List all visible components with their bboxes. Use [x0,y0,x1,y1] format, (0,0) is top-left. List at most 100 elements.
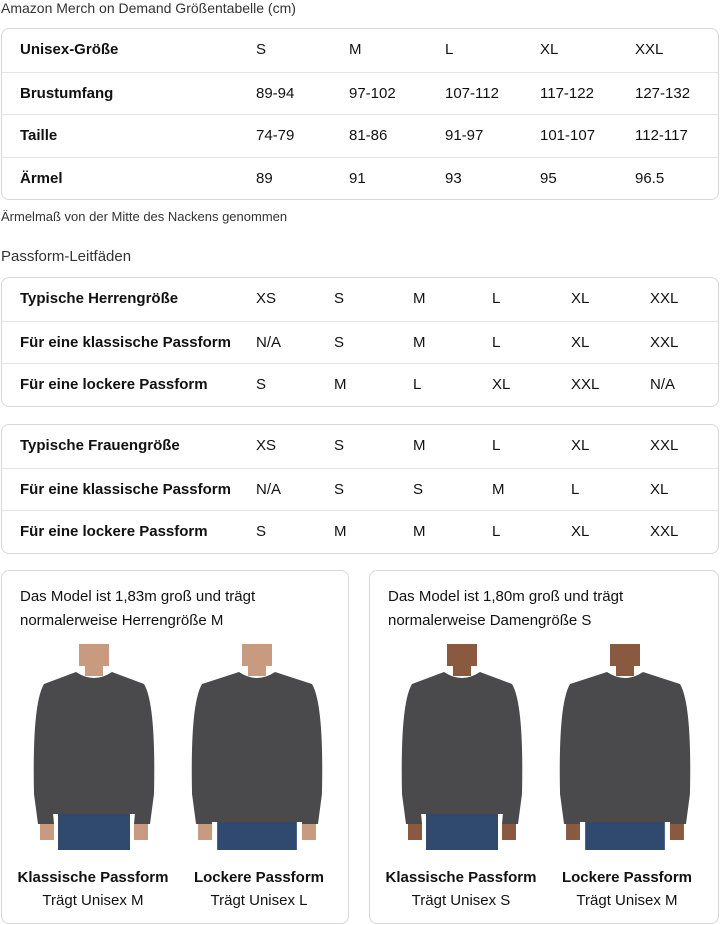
cell-value: S [334,333,345,351]
fit-caption: Klassische Passform Trägt Unisex M [8,866,178,912]
cell-value: S [256,41,267,58]
men-fit-row: Für eine klassische Passform N/A S M L XL XXL [2,320,718,364]
cell-value: XXL [571,376,600,393]
cell-value: N/A [256,480,282,498]
cell-value: XXL [650,333,679,351]
row-label: Taille [20,127,58,144]
cell-value: 91-97 [445,127,484,144]
cell-value: S [256,523,267,540]
women-model-card: Das Model ist 1,80m groß und trägt normal… [369,570,719,924]
size-table: Unisex-Größe S M L XL XXL Brustumfang 89-94 97-1… [1,28,719,200]
cell-value: XL [492,376,511,393]
cell-value: L [492,523,501,540]
cell-value: M [334,523,347,540]
row-label: Typische Herrengröße [20,290,179,307]
fit-size: Trägt Unisex M [576,892,678,909]
cell-value: XL [571,523,590,540]
cell-value: XL [540,41,559,58]
fit-title: Klassische Passform [17,869,169,886]
description-line: normalerweise Herrengröße M [20,612,224,629]
cell-value: M [349,41,362,58]
size-row: Ärmel 89 91 93 95 96.5 [2,156,718,200]
women-fit-row: Typische Frauengröße XS S M L XL XXL [2,425,718,468]
cell-value: N/A [650,376,676,393]
cell-value: 107-112 [445,84,499,102]
cell-value: L [571,480,580,498]
cell-value: 117-122 [540,84,594,102]
row-label: Für eine lockere Passform [20,523,208,540]
cell-value: XS [256,290,277,307]
row-label: Unisex-Größe [20,41,119,58]
model-photo [187,644,327,850]
fit-caption: Klassische Passform Trägt Unisex S [376,866,546,912]
cell-value: M [334,376,347,393]
cell-value: L [492,333,501,351]
cell-value: 89-94 [256,84,295,102]
fit-size: Trägt Unisex M [42,892,144,909]
men-model-card: Das Model ist 1,83m groß und trägt normal… [1,570,349,924]
cell-value: 81-86 [349,127,388,144]
women-fit-row: Für eine lockere Passform S M M L XL XXL [2,510,718,553]
cell-value: 127-132 [635,84,691,102]
model-description: Das Model ist 1,80m groß und trägt normal… [388,585,623,633]
cell-value: XXL [650,523,679,540]
cell-value: XXL [650,437,679,454]
cell-value: 74-79 [256,127,295,144]
cell-value: L [492,437,501,454]
men-fit-row: Typische Herrengröße XS S M L XL XXL [2,278,718,321]
description-line: Das Model ist 1,80m groß und trägt [388,588,624,605]
women-fit-table: Typische Frauengröße XS S M L XL XXL Für eine k… [1,424,719,554]
fit-title: Lockere Passform [193,869,325,886]
cell-value: M [413,290,426,307]
cell-value: L [445,41,454,58]
cell-value: M [413,523,426,540]
model-description: Das Model ist 1,83m groß und trägt normal… [20,585,255,633]
row-label: Für eine klassische Passform [20,480,231,498]
cell-value: M [413,437,426,454]
page-title: Amazon Merch on Demand Größentabelle (cm… [1,0,296,16]
cell-value: S [334,480,345,498]
model-photo [392,644,532,850]
sleeve-note: Ärmelmaß von der Mitte des Nackens genom… [1,209,288,224]
men-fit-row: Für eine lockere Passform S M L XL XXL N/A [2,363,718,406]
size-row: Brustumfang 89-94 97-102 107-112 117-122 127-… [2,71,718,115]
cell-value: 97-102 [349,84,396,102]
row-label: Ärmel [20,169,63,187]
cell-value: 112-117 [635,127,688,144]
cell-value: S [334,437,345,454]
women-fit-row: Für eine klassische Passform N/A S S M L XL [2,467,718,511]
cell-value: 91 [349,169,366,187]
cell-value: L [413,376,422,393]
cell-value: L [492,290,501,307]
model-photo [24,644,164,850]
row-label: Für eine klassische Passform [20,333,231,351]
cell-value: XXL [650,290,679,307]
cell-value: M [413,333,426,351]
cell-value: XL [571,437,590,454]
cell-value: XL [571,290,590,307]
cell-value: XXL [635,41,664,58]
cell-value: S [256,376,267,393]
men-fit-table: Typische Herrengröße XS S M L XL XXL Für eine k… [1,277,719,407]
cell-value: 95 [540,169,557,187]
cell-value: XL [571,333,590,351]
row-label: Für eine lockere Passform [20,376,208,393]
fit-guide-title: Passform-Leitfäden [1,248,132,265]
fit-title: Lockere Passform [561,869,693,886]
cell-value: 93 [445,169,462,187]
size-row: Taille 74-79 81-86 91-97 101-107 112-117 [2,114,718,157]
row-label: Typische Frauengröße [20,437,180,454]
cell-value: 89 [256,169,273,187]
cell-value: 96.5 [635,169,665,187]
cell-value: XS [256,437,277,454]
fit-size: Trägt Unisex S [411,892,511,909]
fit-caption: Lockere Passform Trägt Unisex L [174,866,344,912]
cell-value: XL [650,480,669,498]
cell-value: N/A [256,333,282,351]
size-row: Unisex-Größe S M L XL XXL [2,29,718,72]
cell-value: 101-107 [540,127,596,144]
row-label: Brustumfang [20,84,114,102]
fit-title: Klassische Passform [385,869,537,886]
description-line: normalerweise Damengröße S [388,612,592,629]
fit-size: Trägt Unisex L [210,892,308,909]
